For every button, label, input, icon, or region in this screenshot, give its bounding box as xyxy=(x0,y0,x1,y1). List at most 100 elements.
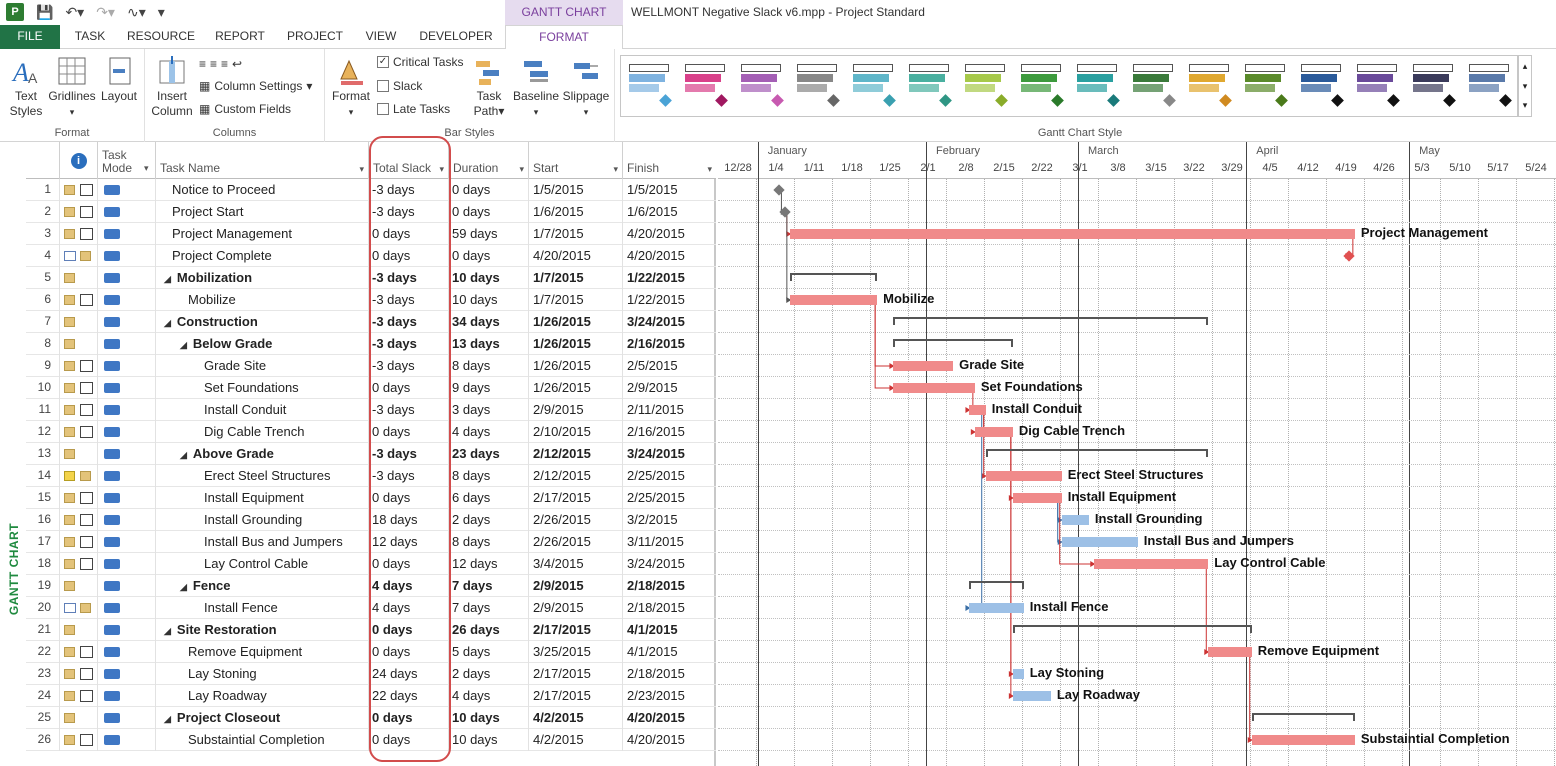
table-row[interactable]: 20 Install Fence 4 days 7 days 2/9/2015 2/18/… xyxy=(26,597,716,619)
hyperlink-icon[interactable] xyxy=(80,492,93,504)
task-name-cell[interactable]: Lay Control Cable xyxy=(156,553,369,575)
task-name-cell[interactable]: ◢ Fence xyxy=(156,575,369,597)
hyperlink-icon[interactable] xyxy=(80,734,93,746)
note-icon[interactable] xyxy=(64,537,75,547)
task-name-cell[interactable]: ◢ Below Grade xyxy=(156,333,369,355)
task-name-cell[interactable]: ◢ Site Restoration xyxy=(156,619,369,641)
note-icon[interactable] xyxy=(64,691,75,701)
gridlines-button[interactable]: Gridlines ▾ xyxy=(48,55,96,120)
table-row[interactable]: 22 Remove Equipment 0 days 5 days 3/25/2015 4… xyxy=(26,641,716,663)
start-cell[interactable]: 3/25/2015 xyxy=(529,641,623,663)
hyperlink-icon[interactable] xyxy=(80,426,93,438)
start-cell[interactable]: 1/5/2015 xyxy=(529,179,623,201)
table-row[interactable]: 13 ◢ Above Grade -3 days 23 days 2/12/2015 3/2… xyxy=(26,443,716,465)
total-slack-cell[interactable]: 0 days xyxy=(369,707,449,729)
task-name-cell[interactable]: Lay Stoning xyxy=(156,663,369,685)
row-id[interactable]: 19 xyxy=(26,575,60,597)
summary-bar[interactable] xyxy=(1012,625,1252,633)
start-header[interactable]: Start ▾ xyxy=(529,142,623,179)
note-icon[interactable] xyxy=(64,317,75,327)
table-row[interactable]: 5 ◢ Mobilization -3 days 10 days 1/7/2015 1/22… xyxy=(26,267,716,289)
table-row[interactable]: 25 ◢ Project Closeout 0 days 10 days 4/2/2015… xyxy=(26,707,716,729)
duration-cell[interactable]: 34 days xyxy=(449,311,529,333)
total-slack-cell[interactable]: -3 days xyxy=(369,399,449,421)
gantt-style-swatch[interactable] xyxy=(851,60,896,114)
finish-cell[interactable]: 3/24/2015 xyxy=(627,446,685,461)
duration-cell[interactable]: 0 days xyxy=(449,201,529,223)
task-path-button[interactable]: Task Path▾ xyxy=(469,55,509,119)
start-cell[interactable]: 2/10/2015 xyxy=(529,421,623,443)
critical-task-bar[interactable] xyxy=(790,295,878,305)
total-slack-cell[interactable]: 4 days xyxy=(369,575,449,597)
duration-cell[interactable]: 23 days xyxy=(449,443,529,465)
task-name-cell[interactable]: ◢ Above Grade xyxy=(156,443,369,465)
row-id[interactable]: 14 xyxy=(26,465,60,487)
critical-task-bar[interactable] xyxy=(969,405,986,415)
task-bar[interactable] xyxy=(1061,515,1089,525)
collapse-triangle-icon[interactable]: ◢ xyxy=(164,714,171,724)
finish-cell[interactable]: 4/20/2015 xyxy=(627,226,685,241)
task-mode-cell[interactable] xyxy=(98,707,156,729)
finish-cell[interactable]: 1/5/2015 xyxy=(627,182,678,197)
milestone-diamond[interactable] xyxy=(1343,250,1356,262)
task-name-cell[interactable]: ◢ Mobilization xyxy=(156,267,369,289)
row-id[interactable]: 1 xyxy=(26,179,60,201)
hyperlink-icon[interactable] xyxy=(80,646,93,658)
row-id[interactable]: 7 xyxy=(26,311,60,333)
task-bar[interactable] xyxy=(1012,669,1024,679)
critical-task-bar[interactable] xyxy=(1012,493,1062,503)
task-name-header[interactable]: Task Name ▾ xyxy=(156,142,369,179)
finish-cell[interactable]: 4/20/2015 xyxy=(627,710,685,725)
finish-cell[interactable]: 2/25/2015 xyxy=(627,468,685,483)
note-icon[interactable] xyxy=(64,295,75,305)
table-row[interactable]: 21 ◢ Site Restoration 0 days 26 days 2/17/201… xyxy=(26,619,716,641)
task-mode-cell[interactable] xyxy=(98,575,156,597)
summary-bar[interactable] xyxy=(969,581,1024,589)
task-mode-cell[interactable] xyxy=(98,399,156,421)
critical-task-bar[interactable] xyxy=(1094,559,1209,569)
table-row[interactable]: 10 Set Foundations 0 days 9 days 1/26/2015 2/… xyxy=(26,377,716,399)
task-mode-cell[interactable] xyxy=(98,267,156,289)
finish-cell[interactable]: 2/9/2015 xyxy=(627,380,678,395)
duration-cell[interactable]: 12 days xyxy=(449,553,529,575)
undo-icon[interactable]: ↶▾ xyxy=(65,3,85,20)
hyperlink-icon[interactable] xyxy=(80,404,93,416)
finish-cell[interactable]: 4/20/2015 xyxy=(627,248,685,263)
gantt-style-swatch[interactable] xyxy=(1131,60,1176,114)
tab-view[interactable]: VIEW xyxy=(365,29,397,43)
critical-task-bar[interactable] xyxy=(985,471,1062,481)
slack-check-icon[interactable] xyxy=(377,80,389,92)
critical-task-bar[interactable] xyxy=(1208,647,1252,657)
note-icon[interactable] xyxy=(64,405,75,415)
start-cell[interactable]: 2/17/2015 xyxy=(529,619,623,641)
duration-cell[interactable]: 2 days xyxy=(449,663,529,685)
note-icon[interactable] xyxy=(64,383,75,393)
duration-cell[interactable]: 7 days xyxy=(449,575,529,597)
total-slack-cell[interactable]: 0 days xyxy=(369,487,449,509)
row-id[interactable]: 2 xyxy=(26,201,60,223)
finish-cell[interactable]: 2/16/2015 xyxy=(627,424,685,439)
task-mode-cell[interactable] xyxy=(98,223,156,245)
note-icon[interactable] xyxy=(64,273,75,283)
duration-cell[interactable]: 59 days xyxy=(449,223,529,245)
total-slack-cell[interactable]: -3 days xyxy=(369,311,449,333)
custom-fields-button[interactable]: ▦ Custom Fields xyxy=(199,102,291,116)
start-cell[interactable]: 4/2/2015 xyxy=(529,707,623,729)
task-name-cell[interactable]: Install Bus and Jumpers xyxy=(156,531,369,553)
table-row[interactable]: 17 Install Bus and Jumpers 12 days 8 days 2/… xyxy=(26,531,716,553)
duration-cell[interactable]: 10 days xyxy=(449,707,529,729)
task-mode-cell[interactable] xyxy=(98,179,156,201)
row-id[interactable]: 26 xyxy=(26,729,60,751)
table-row[interactable]: 24 Lay Roadway 22 days 4 days 2/17/2015 2/23/… xyxy=(26,685,716,707)
duration-cell[interactable]: 7 days xyxy=(449,597,529,619)
finish-cell[interactable]: 3/24/2015 xyxy=(627,556,685,571)
row-id[interactable]: 12 xyxy=(26,421,60,443)
tab-developer[interactable]: DEVELOPER xyxy=(419,29,493,43)
duration-cell[interactable]: 5 days xyxy=(449,641,529,663)
summary-bar[interactable] xyxy=(985,449,1209,457)
duration-cell[interactable]: 8 days xyxy=(449,465,529,487)
hyperlink-icon[interactable] xyxy=(80,668,93,680)
gantt-style-swatch[interactable] xyxy=(1411,60,1456,114)
table-row[interactable]: 19 ◢ Fence 4 days 7 days 2/9/2015 2/18/2015 xyxy=(26,575,716,597)
task-mode-cell[interactable] xyxy=(98,311,156,333)
